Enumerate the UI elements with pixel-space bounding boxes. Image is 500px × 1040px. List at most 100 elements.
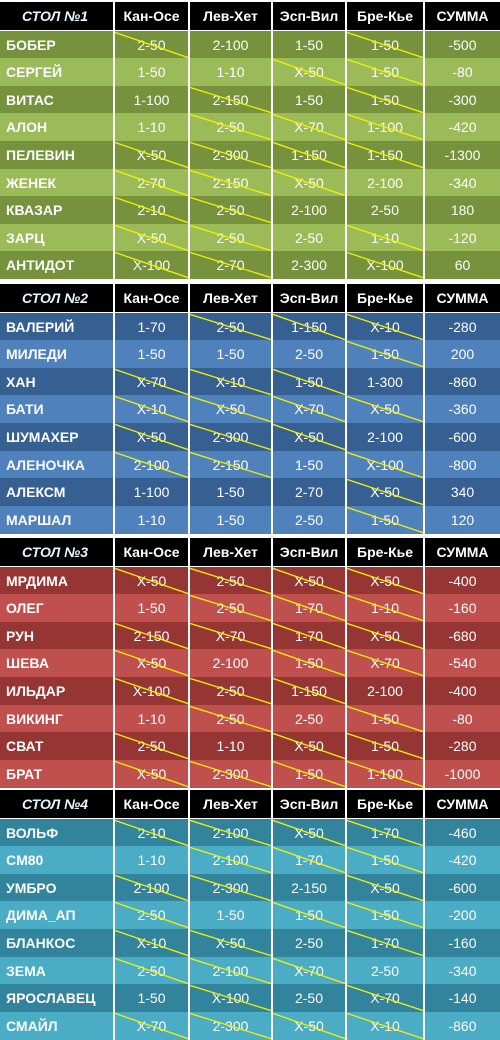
bet-cell: X-50 bbox=[347, 567, 423, 595]
player-name: БОБЕР bbox=[0, 31, 113, 59]
bet-value: X-50 bbox=[370, 573, 400, 589]
bet-cell: 1-100 bbox=[115, 478, 188, 506]
bet-value: X-100 bbox=[211, 990, 250, 1006]
bet-value: 1-150 bbox=[291, 683, 327, 699]
total-value: -860 bbox=[448, 1018, 477, 1034]
bet-value: 1-50 bbox=[294, 907, 324, 923]
bet-cell: 1-10 bbox=[115, 506, 188, 534]
column-header: СУММА bbox=[425, 790, 500, 818]
total-value: -280 bbox=[448, 319, 477, 335]
column-header: Бре-Кье bbox=[347, 284, 423, 312]
bet-value: 1-10 bbox=[216, 64, 245, 80]
bet-cell: 2-50 bbox=[347, 196, 423, 224]
bet-value: 2-50 bbox=[370, 963, 400, 979]
table-row: ЗЕМА 2-50 2-100 X-70 2-50 -340 bbox=[0, 957, 500, 985]
bet-cell: 2-50 bbox=[190, 196, 271, 224]
total-cell: -540 bbox=[425, 649, 500, 677]
bet-value: 2-50 bbox=[294, 230, 324, 246]
total-cell: -860 bbox=[425, 1012, 500, 1040]
bet-value: 1-50 bbox=[137, 990, 166, 1006]
bet-cell: X-50 bbox=[115, 649, 188, 677]
bet-cell: 1-50 bbox=[273, 86, 345, 114]
bet-value: 2-150 bbox=[212, 457, 249, 473]
bet-value: 2-150 bbox=[291, 880, 327, 896]
bet-cell: X-50 bbox=[190, 929, 271, 957]
total-value: -860 bbox=[448, 374, 477, 390]
bet-cell: 2-100 bbox=[273, 196, 345, 224]
bet-value: 1-100 bbox=[367, 119, 403, 135]
bet-cell: 2-100 bbox=[190, 819, 271, 847]
table-row: ВИКИНГ 1-10 2-50 2-50 1-50 -80 bbox=[0, 705, 500, 733]
bet-cell: 1-150 bbox=[273, 313, 345, 341]
player-name: ВОЛЬФ bbox=[0, 819, 113, 847]
total-value: -140 bbox=[448, 990, 477, 1006]
bet-cell: 1-10 bbox=[190, 58, 271, 86]
bet-value: 1-100 bbox=[367, 766, 403, 782]
table-row: БОБЕР 2-50 2-100 1-50 1-50 -500 bbox=[0, 31, 500, 59]
bet-value: X-70 bbox=[136, 1018, 167, 1034]
total-cell: -1300 bbox=[425, 141, 500, 169]
table-row: РУН 2-150 X-70 1-70 X-50 -680 bbox=[0, 622, 500, 650]
bet-value: 2-50 bbox=[216, 119, 245, 135]
bet-cell: 1-50 bbox=[273, 31, 345, 59]
bet-value: 1-50 bbox=[370, 738, 400, 754]
bet-value: 1-100 bbox=[133, 92, 170, 108]
bet-cell: 2-100 bbox=[190, 957, 271, 985]
player-name: CM80 bbox=[0, 846, 113, 874]
bet-value: 2-50 bbox=[294, 346, 324, 362]
bet-value: 1-70 bbox=[370, 825, 400, 841]
player-name: АЛОН bbox=[0, 113, 113, 141]
player-name: АЛЕКСМ bbox=[0, 478, 113, 506]
bet-value: 1-70 bbox=[370, 935, 400, 951]
table-row: СВАТ 2-50 1-10 X-50 1-50 -280 bbox=[0, 732, 500, 760]
bet-cell: 2-50 bbox=[115, 732, 188, 760]
table-row: БЛАНКОС X-10 X-50 2-50 1-70 -160 bbox=[0, 929, 500, 957]
bet-value: 2-70 bbox=[137, 175, 166, 191]
bet-cell: X-100 bbox=[190, 984, 271, 1012]
table-title: СТОЛ №3 bbox=[0, 538, 113, 566]
bet-cell: 2-50 bbox=[115, 957, 188, 985]
bet-cell: X-50 bbox=[347, 622, 423, 650]
bet-value: 1-50 bbox=[370, 346, 400, 362]
bet-value: X-70 bbox=[294, 401, 324, 417]
bet-value: 2-300 bbox=[212, 880, 249, 896]
total-value: -340 bbox=[448, 963, 477, 979]
bet-cell: 1-50 bbox=[115, 594, 188, 622]
bet-cell: 2-50 bbox=[115, 901, 188, 929]
bet-value: X-50 bbox=[215, 401, 246, 417]
bet-value: 2-50 bbox=[216, 683, 245, 699]
player-name: КВАЗАР bbox=[0, 196, 113, 224]
bet-value: 2-50 bbox=[137, 907, 166, 923]
column-header: Бре-Кье bbox=[347, 2, 423, 30]
total-value: -420 bbox=[448, 119, 477, 135]
table-row: МРДИМА X-50 2-50 X-50 X-50 -400 bbox=[0, 567, 500, 595]
bet-cell: X-50 bbox=[347, 874, 423, 902]
bet-cell: 1-50 bbox=[190, 901, 271, 929]
bet-cell: X-70 bbox=[347, 984, 423, 1012]
bet-cell: 1-300 bbox=[347, 368, 423, 396]
bet-cell: 1-100 bbox=[347, 113, 423, 141]
bet-cell: X-50 bbox=[273, 169, 345, 197]
table-row: ВАЛЕРИЙ 1-70 2-50 1-150 X-10 -280 bbox=[0, 313, 500, 341]
total-value: -300 bbox=[448, 92, 477, 108]
bet-cell: 1-70 bbox=[347, 819, 423, 847]
total-cell: 60 bbox=[425, 251, 500, 279]
bet-cell: 2-150 bbox=[190, 169, 271, 197]
total-value: -340 bbox=[448, 175, 477, 191]
bet-cell: 2-300 bbox=[190, 141, 271, 169]
total-cell: 120 bbox=[425, 506, 500, 534]
bet-value: 2-50 bbox=[216, 711, 245, 727]
total-cell: -860 bbox=[425, 368, 500, 396]
bet-value: 1-10 bbox=[216, 738, 245, 754]
bet-cell: 1-50 bbox=[347, 901, 423, 929]
bet-cell: X-100 bbox=[347, 251, 423, 279]
bet-cell: 1-50 bbox=[190, 340, 271, 368]
bet-value: 2-300 bbox=[212, 1018, 249, 1034]
bet-value: X-50 bbox=[294, 175, 324, 191]
total-value: -160 bbox=[448, 935, 477, 951]
bet-value: X-50 bbox=[136, 429, 167, 445]
bet-cell: 2-300 bbox=[190, 1012, 271, 1040]
bet-cell: X-70 bbox=[347, 649, 423, 677]
bet-cell: 2-70 bbox=[115, 169, 188, 197]
total-cell: -600 bbox=[425, 423, 500, 451]
